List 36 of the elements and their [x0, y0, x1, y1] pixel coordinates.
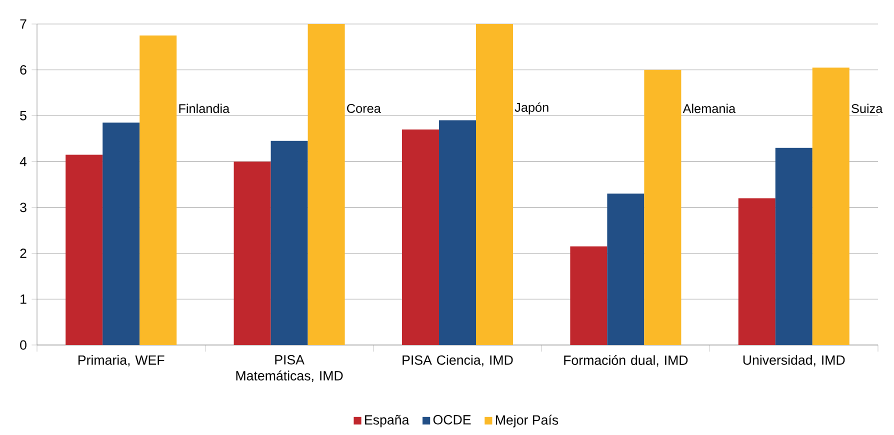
legend-label: OCDE — [433, 415, 471, 424]
bar — [738, 198, 776, 345]
x-tick-label: Formación dual, IMD — [564, 355, 688, 367]
bar — [234, 162, 271, 345]
annotation: Finlandia — [179, 104, 230, 114]
legend-label: Mejor País — [496, 414, 558, 428]
bar — [66, 154, 103, 345]
y-tick-label: 4 — [20, 156, 27, 166]
y-tick-label: 2 — [20, 248, 26, 258]
bar — [402, 129, 439, 345]
bar — [270, 140, 308, 345]
bar — [140, 35, 177, 345]
bar — [644, 70, 682, 345]
annotation: Suiza — [852, 104, 883, 114]
y-tick-label: 3 — [20, 202, 26, 212]
annotation: Corea — [347, 104, 381, 113]
legend-label: España — [365, 414, 410, 428]
bar — [438, 120, 476, 345]
annotation: Alemania — [682, 104, 736, 114]
y-tick-label: 6 — [20, 65, 26, 75]
x-tick-label: Universidad, IMD — [743, 355, 845, 366]
bar — [308, 24, 345, 345]
bar — [775, 148, 812, 345]
y-tick-label: 7 — [20, 19, 26, 29]
y-tick-label: 0 — [20, 340, 26, 350]
annotation: Japón — [514, 102, 548, 114]
bar — [570, 246, 608, 345]
x-tick-label: PISA Ciencia, IMD — [402, 355, 513, 366]
x-tick-label: Primaria, WEF — [78, 355, 164, 366]
y-tick-label: 5 — [20, 111, 26, 120]
x-tick-label: PISA Matemáticas, IMD — [236, 355, 343, 382]
bar — [102, 122, 140, 345]
bar — [812, 68, 850, 345]
y-tick-label: 1 — [20, 294, 26, 304]
bar — [476, 24, 514, 345]
bar — [607, 194, 644, 345]
